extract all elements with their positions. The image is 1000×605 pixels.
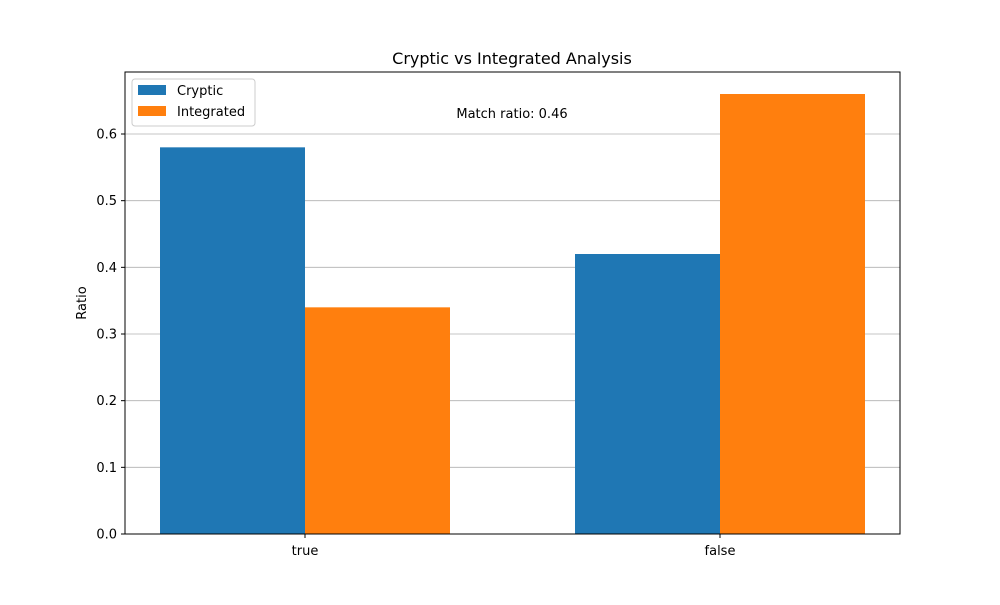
- legend-swatch-cryptic: [138, 85, 166, 95]
- y-tick-label: 0.6: [96, 128, 117, 143]
- y-tick-label: 0.5: [96, 194, 117, 209]
- y-tick-label: 0.0: [96, 528, 117, 543]
- y-tick-label: 0.1: [96, 461, 117, 476]
- legend: Cryptic Integrated: [131, 78, 256, 127]
- bar-integrated-false: [720, 94, 865, 534]
- x-tick-label: true: [292, 544, 319, 559]
- x-axis: true false: [292, 534, 736, 559]
- bar-integrated-true: [305, 307, 450, 534]
- match-ratio-annotation: Match ratio: 0.46: [456, 107, 567, 122]
- y-tick-label: 0.3: [96, 328, 117, 343]
- bars: [160, 94, 865, 535]
- legend-label-cryptic: Cryptic: [177, 84, 223, 99]
- bar-cryptic-true: [160, 147, 305, 535]
- plot-frame: [124, 71, 901, 535]
- y-axis: 0.0 0.1 0.2 0.3 0.4 0.5 0.6: [96, 128, 125, 543]
- y-tick-label: 0.2: [96, 394, 117, 409]
- legend-label-integrated: Integrated: [177, 105, 245, 120]
- bar-cryptic-false: [575, 254, 720, 534]
- chart-title: Cryptic vs Integrated Analysis: [392, 49, 632, 68]
- legend-swatch-integrated: [138, 106, 166, 116]
- x-tick-label: false: [705, 544, 736, 559]
- y-axis-label: Ratio: [75, 286, 90, 319]
- y-tick-label: 0.4: [96, 261, 117, 276]
